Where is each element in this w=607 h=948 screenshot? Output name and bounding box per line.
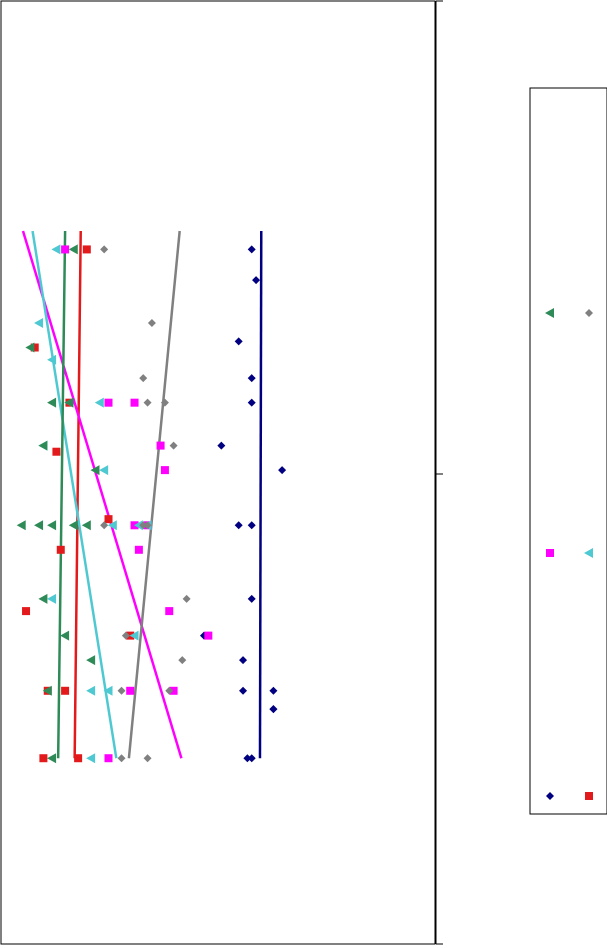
- data-point: [68, 520, 78, 531]
- plot-area: [0, 0, 436, 945]
- data-point: [60, 630, 70, 641]
- data-point: [47, 593, 57, 604]
- data-point: [47, 520, 57, 531]
- data-point: [90, 465, 100, 476]
- data-point: [147, 318, 156, 327]
- trendline-4: [127, 230, 181, 759]
- data-point: [247, 245, 256, 254]
- data-point: [117, 686, 126, 695]
- data-point: [247, 398, 256, 407]
- data-point: [169, 441, 178, 450]
- trendline-0: [258, 231, 263, 759]
- data-point: [100, 245, 109, 254]
- data-point: [247, 594, 256, 603]
- data-point: [86, 753, 96, 764]
- data-point: [38, 593, 48, 604]
- data-point: [68, 244, 78, 255]
- data-point: [269, 705, 278, 714]
- data-point: [234, 521, 243, 530]
- data-point: [143, 754, 152, 763]
- data-point: [56, 545, 65, 554]
- value-axis: [435, 0, 443, 945]
- data-point: [139, 521, 148, 530]
- data-point: [39, 754, 48, 763]
- data-point: [143, 521, 152, 530]
- data-point: [81, 520, 91, 531]
- data-point: [126, 686, 135, 695]
- legend-key: [545, 308, 554, 318]
- trendline-3: [31, 230, 118, 759]
- data-point: [86, 685, 96, 696]
- legend: [545, 308, 593, 800]
- data-point: [100, 521, 109, 530]
- data-point: [252, 276, 261, 285]
- data-point: [133, 520, 143, 531]
- legend-key: [546, 792, 554, 800]
- data-point: [51, 244, 61, 255]
- data-point: [42, 685, 52, 696]
- data-point: [156, 441, 165, 450]
- data-point: [47, 397, 57, 408]
- data-point: [30, 343, 39, 352]
- data-point: [239, 686, 248, 695]
- data-point: [243, 754, 252, 763]
- data-point: [47, 753, 57, 764]
- legend-key: [585, 309, 593, 317]
- data-point: [247, 521, 256, 530]
- data-point: [165, 607, 174, 616]
- data-point: [160, 466, 169, 475]
- trendline-5: [56, 231, 67, 759]
- data-point: [86, 655, 96, 666]
- data-point: [247, 754, 256, 763]
- legend-key: [584, 548, 593, 558]
- data-point: [22, 607, 31, 616]
- data-point: [204, 631, 213, 640]
- data-point: [234, 337, 243, 346]
- data-point: [217, 441, 226, 450]
- data-point: [34, 317, 44, 328]
- data-point: [104, 515, 113, 524]
- legend-key: [585, 792, 593, 800]
- data-point: [165, 686, 174, 695]
- trendlines: [21, 230, 263, 759]
- data-point: [103, 685, 113, 696]
- data-point: [94, 397, 104, 408]
- data-point: [134, 545, 143, 554]
- data-point: [130, 398, 139, 407]
- data-point: [47, 354, 57, 365]
- data-point: [38, 440, 48, 451]
- data-point: [239, 656, 248, 665]
- data-point: [278, 466, 287, 475]
- data-point: [169, 686, 178, 695]
- data-point: [121, 631, 130, 640]
- legend-box: [529, 87, 607, 815]
- data-point: [61, 686, 70, 695]
- data-point: [64, 397, 74, 408]
- data-points: [16, 244, 287, 764]
- data-point: [52, 447, 61, 456]
- data-point: [129, 630, 139, 641]
- trendline-1: [73, 231, 82, 759]
- data-point: [107, 520, 117, 531]
- data-point: [34, 520, 44, 531]
- data-point: [160, 398, 169, 407]
- data-point: [104, 754, 113, 763]
- data-point: [82, 245, 91, 254]
- data-point: [104, 398, 113, 407]
- data-point: [247, 374, 256, 383]
- data-point: [25, 342, 35, 353]
- trendline-2: [21, 230, 183, 759]
- data-point: [143, 398, 152, 407]
- data-point: [269, 686, 278, 695]
- data-point: [178, 656, 187, 665]
- legend-key: [546, 549, 554, 557]
- data-point: [74, 754, 83, 763]
- data-point: [182, 594, 191, 603]
- data-point: [139, 374, 148, 383]
- data-point: [117, 754, 126, 763]
- data-point: [16, 520, 26, 531]
- data-point: [61, 245, 70, 254]
- data-point: [99, 465, 109, 476]
